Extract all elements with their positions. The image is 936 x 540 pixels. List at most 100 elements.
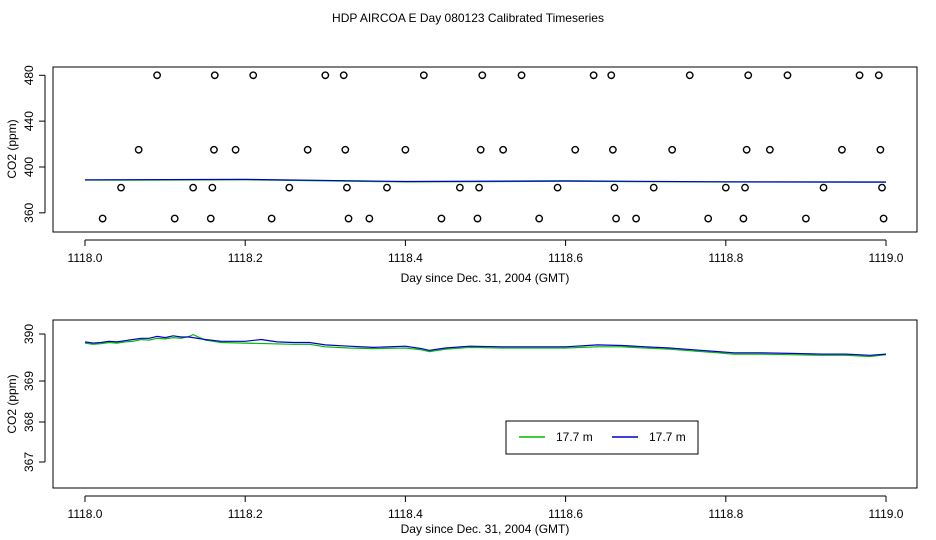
legend-label-blue: 17.7 m xyxy=(649,430,686,444)
data-point xyxy=(476,145,485,154)
data-point xyxy=(819,183,828,192)
y-tick-label-bottom: 369 xyxy=(22,371,36,391)
x-axis-label-bottom: Day since Dec. 31, 2004 (GMT) xyxy=(401,522,570,536)
data-point xyxy=(455,183,464,192)
data-point xyxy=(874,71,883,80)
data-point xyxy=(744,71,753,80)
y-tick-label-top: 400 xyxy=(22,157,36,177)
data-point xyxy=(742,145,751,154)
data-point xyxy=(838,145,846,154)
x-tick-label-bottom: 1119.0 xyxy=(869,507,904,521)
data-point xyxy=(878,183,886,192)
x-tick-label-bottom: 1118.2 xyxy=(228,507,263,521)
data-point xyxy=(267,214,276,223)
data-point xyxy=(210,145,218,154)
data-point xyxy=(210,71,219,80)
data-point xyxy=(721,183,730,192)
data-point xyxy=(437,214,446,223)
y-tick-label-top: 360 xyxy=(22,202,36,222)
x-axis-top: 1118.0 1118.2 1118.4 1118.6 1118.8 1119.0 xyxy=(68,239,904,265)
x-tick-label-top: 1118.4 xyxy=(388,251,423,265)
series-line-green xyxy=(84,333,887,358)
data-point xyxy=(231,145,240,154)
y-tick-label-bottom: 367 xyxy=(22,452,36,472)
y-axis-label-top: CO2 (ppm) xyxy=(5,119,19,178)
data-point xyxy=(208,183,217,192)
data-point xyxy=(383,183,391,192)
figure-title: HDP AIRCOA E Day 080123 Calibrated Times… xyxy=(332,11,604,25)
data-point xyxy=(607,71,616,80)
data-point xyxy=(473,214,482,223)
data-point xyxy=(117,183,125,192)
plot-frame-bottom xyxy=(52,319,918,489)
y-axis-bottom: 367 368 369 390 xyxy=(22,324,46,472)
data-point xyxy=(649,183,658,192)
data-point xyxy=(365,214,374,223)
data-point xyxy=(285,183,294,192)
data-point xyxy=(341,145,350,154)
y-tick-label-bottom: 368 xyxy=(22,412,36,432)
data-point xyxy=(134,145,143,154)
data-point xyxy=(589,71,598,80)
data-point xyxy=(321,71,330,80)
data-point xyxy=(553,183,562,192)
data-point xyxy=(879,214,888,223)
data-point xyxy=(344,214,353,223)
data-point xyxy=(499,145,508,154)
chart-panel-top: 1118.0 1118.2 1118.4 1118.6 1118.8 1119.0 360… xyxy=(5,65,918,285)
plot-marks-bottom xyxy=(84,333,887,358)
x-tick-label-top: 1118.0 xyxy=(68,251,103,265)
data-point xyxy=(704,214,713,223)
chart-panel-bottom: 1118.0 1118.2 1118.4 1118.6 1118.8 1119.0 367… xyxy=(5,319,918,536)
x-axis-label-top: Day since Dec. 31, 2004 (GMT) xyxy=(401,271,570,285)
x-tick-label-bottom: 1118.0 xyxy=(68,507,103,521)
x-tick-label-bottom: 1118.6 xyxy=(548,507,583,521)
data-point xyxy=(765,145,774,154)
x-tick-label-bottom: 1118.8 xyxy=(708,507,743,521)
legend-label-green: 17.7 m xyxy=(556,430,593,444)
x-tick-label-top: 1118.8 xyxy=(708,251,743,265)
data-point xyxy=(571,145,580,154)
data-point xyxy=(632,214,640,223)
x-tick-label-top: 1119.0 xyxy=(869,251,904,265)
data-point xyxy=(608,145,617,154)
data-point xyxy=(206,214,215,223)
legend: 17.7 m 17.7 m xyxy=(505,420,699,455)
data-point xyxy=(668,145,677,154)
data-point xyxy=(876,145,885,154)
series-line-blue xyxy=(84,335,887,356)
y-tick-label-top: 440 xyxy=(22,111,36,131)
data-point xyxy=(855,71,864,80)
y-axis-top: 360 400 440 480 xyxy=(22,65,46,223)
x-tick-label-top: 1118.2 xyxy=(228,251,263,265)
data-point xyxy=(339,71,348,80)
y-axis-label-bottom: CO2 (ppm) xyxy=(5,374,19,433)
data-point xyxy=(739,214,748,223)
data-point xyxy=(303,145,312,154)
data-point xyxy=(419,71,428,80)
y-tick-label-top: 480 xyxy=(22,65,36,85)
x-axis-bottom: 1118.0 1118.2 1118.4 1118.6 1118.8 1119.0 xyxy=(68,495,904,521)
data-point xyxy=(401,145,410,154)
data-point xyxy=(517,71,526,80)
series-line-blue xyxy=(84,178,887,183)
data-point xyxy=(98,214,107,223)
y-tick-label-bottom: 390 xyxy=(22,324,36,344)
data-point xyxy=(612,214,620,223)
x-tick-label-top: 1118.6 xyxy=(548,251,583,265)
plot-marks-top xyxy=(84,71,888,223)
data-point xyxy=(153,71,161,80)
data-point xyxy=(610,183,619,192)
data-point xyxy=(685,71,694,80)
data-point xyxy=(478,71,487,80)
data-point xyxy=(535,214,544,223)
x-tick-label-bottom: 1118.4 xyxy=(388,507,423,521)
data-point xyxy=(802,214,810,223)
data-point xyxy=(343,183,351,192)
data-point xyxy=(249,71,258,80)
data-point xyxy=(475,183,483,192)
data-point xyxy=(170,214,179,223)
data-point xyxy=(189,183,198,192)
data-point xyxy=(741,183,749,192)
